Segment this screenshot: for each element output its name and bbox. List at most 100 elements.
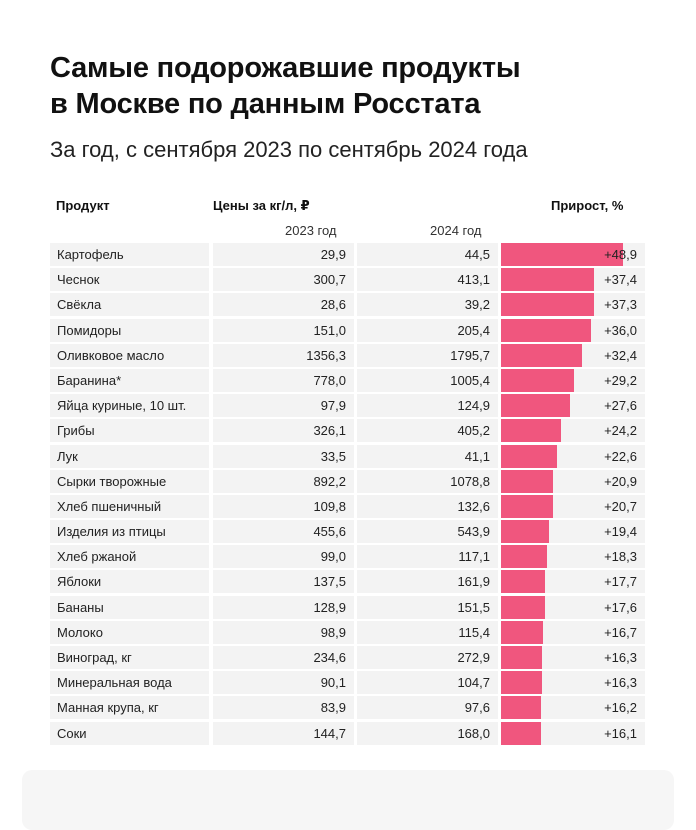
price-2024: 161,9 [357,570,498,594]
growth-bar [501,469,554,493]
growth-cell: +16,3 [501,671,645,695]
price-2024: 543,9 [357,520,498,544]
growth-value: +36,0 [604,322,637,338]
growth-bar [501,520,550,544]
growth-cell: +32,4 [501,343,645,367]
growth-value: +17,6 [604,599,637,615]
growth-bar [501,545,547,569]
price-2023: 109,8 [213,494,354,518]
growth-bar [501,595,545,619]
price-2024: 1005,4 [357,368,498,392]
table-row: Молоко 98,9 115,4 +16,7 [50,620,645,646]
product-name: Лук [50,444,209,468]
growth-bar [501,696,542,720]
product-name: Изделия из птицы [50,520,209,544]
growth-value: +48,9 [604,247,637,262]
product-name: Баранина* [50,368,209,392]
table-row: Сырки творожные 892,2 1078,8 +20,9 [50,469,645,495]
table-row: Хлеб пшеничный 109,8 132,6 +20,7 [50,494,645,520]
growth-bar [501,444,558,468]
growth-value: +20,7 [604,498,637,514]
growth-cell: +37,4 [501,268,645,292]
product-name: Минеральная вода [50,671,209,695]
product-name: Хлеб пшеничный [50,494,209,518]
growth-value: +29,2 [604,372,637,388]
growth-cell: +24,2 [501,419,645,443]
growth-bar [501,494,553,518]
growth-cell: +17,7 [501,570,645,594]
price-2024: 405,2 [357,419,498,443]
growth-cell: +16,3 [501,646,645,669]
header-year-2023: 2023 год [285,223,337,238]
price-2023: 137,5 [213,570,354,594]
growth-value: +16,3 [604,650,637,665]
growth-bar [501,268,595,292]
header-growth: Прирост, % [551,198,624,213]
table-row: Хлеб ржаной 99,0 117,1 +18,3 [50,545,645,570]
page-title: Самые подорожавшие продукты в Москве по … [50,50,521,122]
growth-cell: +20,9 [501,469,645,493]
growth-value: +19,4 [604,524,637,540]
price-2024: 1795,7 [357,343,498,367]
table-row: Свёкла 28,6 39,2 +37,3 [50,293,645,318]
product-name: Хлеб ржаной [50,545,209,569]
price-2024: 115,4 [357,620,498,644]
product-name: Яйца куриные, 10 шт. [50,394,209,418]
growth-value: +18,3 [604,549,637,565]
table-row: Виноград, кг 234,6 272,9 +16,3 [50,646,645,671]
growth-cell: +16,7 [501,620,645,644]
bottom-card [22,770,674,830]
price-2023: 28,6 [213,293,354,317]
growth-value: +20,9 [604,473,637,489]
price-2023: 144,7 [213,721,354,745]
growth-bar [501,570,546,594]
growth-bar [501,721,542,745]
growth-bar [501,620,543,644]
price-2024: 124,9 [357,394,498,418]
price-2023: 778,0 [213,368,354,392]
growth-cell: +22,6 [501,444,645,468]
growth-cell: +20,7 [501,494,645,518]
table-row: Минеральная вода 90,1 104,7 +16,3 [50,671,645,696]
growth-cell: +36,0 [501,318,645,342]
price-2024: 39,2 [357,293,498,317]
product-name: Соки [50,721,209,745]
table-row: Оливковое масло 1356,3 1795,7 +32,4 [50,343,645,369]
price-2023: 326,1 [213,419,354,443]
growth-bar [501,343,582,367]
growth-value: +16,2 [604,700,637,716]
growth-value: +37,4 [604,272,637,288]
growth-cell: +29,2 [501,368,645,392]
title-line-2: в Москве по данным Росстата [50,88,481,120]
price-2023: 29,9 [213,243,354,266]
growth-bar [501,368,574,392]
growth-value: +27,6 [604,398,637,414]
price-2023: 151,0 [213,318,354,342]
price-2024: 205,4 [357,318,498,342]
growth-cell: +18,3 [501,545,645,569]
price-2023: 99,0 [213,545,354,569]
title-line-1: Самые подорожавшие продукты [50,52,521,84]
price-2024: 41,1 [357,444,498,468]
product-name: Грибы [50,419,209,443]
growth-value: +16,1 [604,725,637,741]
table-row: Манная крупа, кг 83,9 97,6 +16,2 [50,696,645,721]
growth-bar [501,243,623,266]
growth-bar [501,394,570,418]
product-name: Чеснок [50,268,209,292]
growth-value: +22,6 [604,448,637,464]
table-row: Яблоки 137,5 161,9 +17,7 [50,570,645,595]
price-2024: 168,0 [357,721,498,745]
price-2023: 90,1 [213,671,354,695]
growth-bar [501,419,562,443]
price-2023: 234,6 [213,646,354,669]
price-2024: 132,6 [357,494,498,518]
table-row: Соки 144,7 168,0 +16,1 [50,721,645,747]
product-name: Оливковое масло [50,343,209,367]
price-2023: 892,2 [213,469,354,493]
product-name: Бананы [50,595,209,619]
table-row: Помидоры 151,0 205,4 +36,0 [50,318,645,344]
growth-value: +16,7 [604,624,637,640]
growth-value: +24,2 [604,423,637,439]
growth-cell: +16,1 [501,721,645,745]
